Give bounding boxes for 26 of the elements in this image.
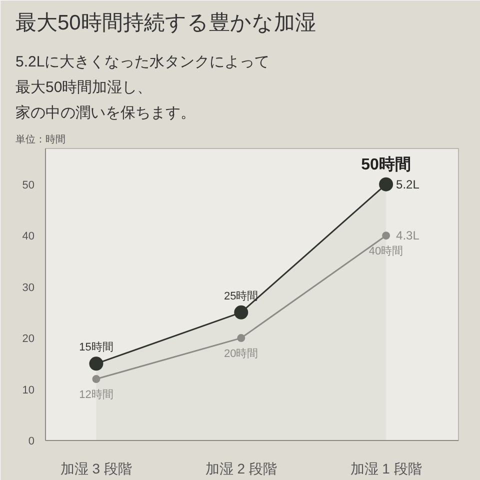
y-tick-label: 40 bbox=[22, 230, 35, 243]
data-label: 15時間 bbox=[79, 340, 114, 354]
series-label: 5.2L bbox=[396, 177, 420, 192]
point bbox=[379, 177, 394, 192]
point bbox=[92, 375, 100, 384]
y-tick-label: 50 bbox=[22, 179, 35, 192]
y-tick-label: 30 bbox=[22, 282, 35, 294]
data-label: 40時間 bbox=[368, 244, 404, 258]
data-label: 20時間 bbox=[224, 347, 258, 360]
point bbox=[237, 334, 246, 342]
point bbox=[382, 232, 390, 240]
x-tick-label: 加湿 1 段階 bbox=[350, 460, 422, 476]
data-label: 50時間 bbox=[361, 155, 411, 174]
point bbox=[89, 356, 104, 371]
data-label: 25時間 bbox=[224, 289, 258, 302]
data-label: 12時間 bbox=[79, 388, 114, 402]
y-tick-label: 10 bbox=[22, 384, 35, 396]
y-axis-title: 単位：時間 bbox=[16, 134, 66, 146]
y-tick-label: 0 bbox=[28, 436, 35, 448]
y-tick-label: 20 bbox=[22, 333, 35, 346]
x-tick-label: 加湿 2 段階 bbox=[205, 460, 277, 476]
series-label: 4.3L bbox=[396, 228, 420, 243]
chart-subtitle: 5.2Lに大きくなった水タンクによって最大50時間加湿し、家の中の潤いを保ちます。 bbox=[16, 54, 270, 122]
point bbox=[234, 305, 248, 320]
x-tick-label: 加湿 3 段階 bbox=[60, 460, 132, 476]
chart-title: 最大50時間持続する豊かな加湿 bbox=[16, 12, 316, 34]
